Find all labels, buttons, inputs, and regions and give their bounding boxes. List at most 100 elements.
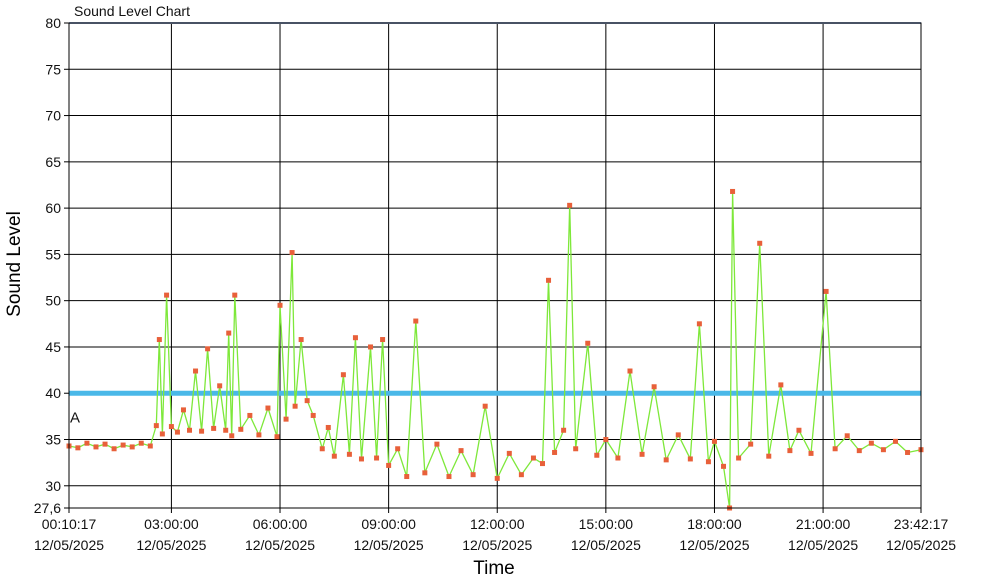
- data-point: [138, 440, 144, 446]
- data-point: [265, 405, 271, 411]
- data-point: [93, 444, 99, 450]
- data-point: [422, 470, 428, 476]
- data-point: [585, 340, 591, 346]
- x-tick-date-label: 12/05/2025: [354, 537, 424, 553]
- data-point: [217, 383, 223, 389]
- x-tick-date-label: 12/05/2025: [34, 537, 104, 553]
- y-tick-labels: 80 75 70 65 60 55 50 45 40 35 30 27,6: [34, 15, 69, 516]
- data-point: [102, 441, 108, 447]
- data-point: [675, 432, 681, 438]
- data-point: [325, 424, 331, 430]
- x-tick-labels: 00:10:17 12/05/2025 03:00:00 12/05/2025 06:0…: [34, 508, 956, 553]
- data-point: [615, 455, 621, 461]
- data-point: [395, 446, 401, 452]
- data-point: [651, 384, 657, 390]
- x-tick-time-label: 03:00:00: [144, 516, 199, 532]
- data-point: [368, 344, 374, 350]
- data-point: [796, 427, 802, 433]
- y-tick-label: 75: [45, 61, 61, 77]
- data-point: [238, 426, 244, 432]
- data-point: [844, 433, 850, 439]
- data-point: [518, 472, 524, 478]
- data-point: [663, 457, 669, 463]
- data-point: [331, 453, 337, 459]
- y-tick-label: 40: [45, 385, 61, 401]
- data-point: [766, 453, 772, 459]
- data-point: [413, 318, 419, 324]
- x-tick-time-label: 23:42:17: [894, 516, 949, 532]
- data-point: [304, 398, 310, 404]
- data-point: [211, 425, 217, 431]
- y-tick-label: 35: [45, 432, 61, 448]
- x-tick-date-label: 12/05/2025: [788, 537, 858, 553]
- data-point: [75, 445, 81, 451]
- data-point: [458, 448, 464, 454]
- annotation-label: A: [70, 409, 80, 426]
- plot-border: [68, 22, 922, 509]
- data-point: [180, 407, 186, 413]
- data-point: [546, 277, 552, 283]
- data-point: [787, 448, 793, 454]
- data-point: [129, 444, 135, 450]
- data-point: [892, 438, 898, 444]
- data-point: [561, 427, 567, 433]
- y-tick-label: 30: [45, 478, 61, 494]
- x-tick-time-label: 15:00:00: [579, 516, 634, 532]
- data-point: [247, 412, 253, 418]
- data-point: [346, 451, 352, 457]
- x-tick-time-label: 00:10:17: [42, 516, 97, 532]
- y-tick-label: 27,6: [34, 500, 61, 516]
- data-point: [705, 459, 711, 465]
- data-point: [386, 462, 392, 468]
- data-point: [856, 448, 862, 454]
- y-tick-label: 45: [45, 339, 61, 355]
- data-point: [530, 455, 536, 461]
- data-point: [470, 472, 476, 478]
- data-point: [594, 452, 600, 458]
- data-point: [567, 202, 573, 208]
- y-tick-label: 70: [45, 108, 61, 124]
- data-point: [696, 321, 702, 327]
- data-point: [880, 447, 886, 453]
- x-tick-date-label: 12/05/2025: [571, 537, 641, 553]
- data-point: [256, 432, 262, 438]
- data-point: [404, 474, 410, 480]
- series-line: [68, 190, 922, 509]
- y-tick-label: 50: [45, 293, 61, 309]
- chart-title: Sound Level Chart: [74, 3, 190, 19]
- data-point: [711, 438, 717, 444]
- data-point: [573, 446, 579, 452]
- x-tick-time-label: 21:00:00: [796, 516, 851, 532]
- data-point: [730, 188, 736, 194]
- x-tick-time-label: 18:00:00: [687, 516, 742, 532]
- data-point: [174, 429, 180, 435]
- series-group: [66, 188, 924, 511]
- data-point: [374, 455, 380, 461]
- y-tick-label: 80: [45, 15, 61, 31]
- data-point: [539, 461, 545, 467]
- data-point: [205, 346, 211, 352]
- y-tick-label: 65: [45, 154, 61, 170]
- data-point: [808, 450, 814, 456]
- data-point: [164, 292, 170, 298]
- grid-lines: [69, 22, 921, 508]
- data-point: [156, 337, 162, 343]
- data-point: [506, 450, 512, 456]
- data-point: [358, 456, 364, 462]
- plot-area: [69, 23, 921, 508]
- data-point: [159, 431, 165, 437]
- data-point: [199, 428, 205, 434]
- data-point: [274, 434, 280, 440]
- data-point: [721, 463, 727, 469]
- x-tick-date-label: 12/05/2025: [462, 537, 532, 553]
- data-point: [434, 441, 440, 447]
- data-point: [380, 337, 386, 343]
- data-point: [482, 403, 488, 409]
- data-point: [298, 337, 304, 343]
- plot-frame: [68, 22, 922, 509]
- data-point: [639, 451, 645, 457]
- data-point: [446, 474, 452, 480]
- data-point: [352, 335, 358, 341]
